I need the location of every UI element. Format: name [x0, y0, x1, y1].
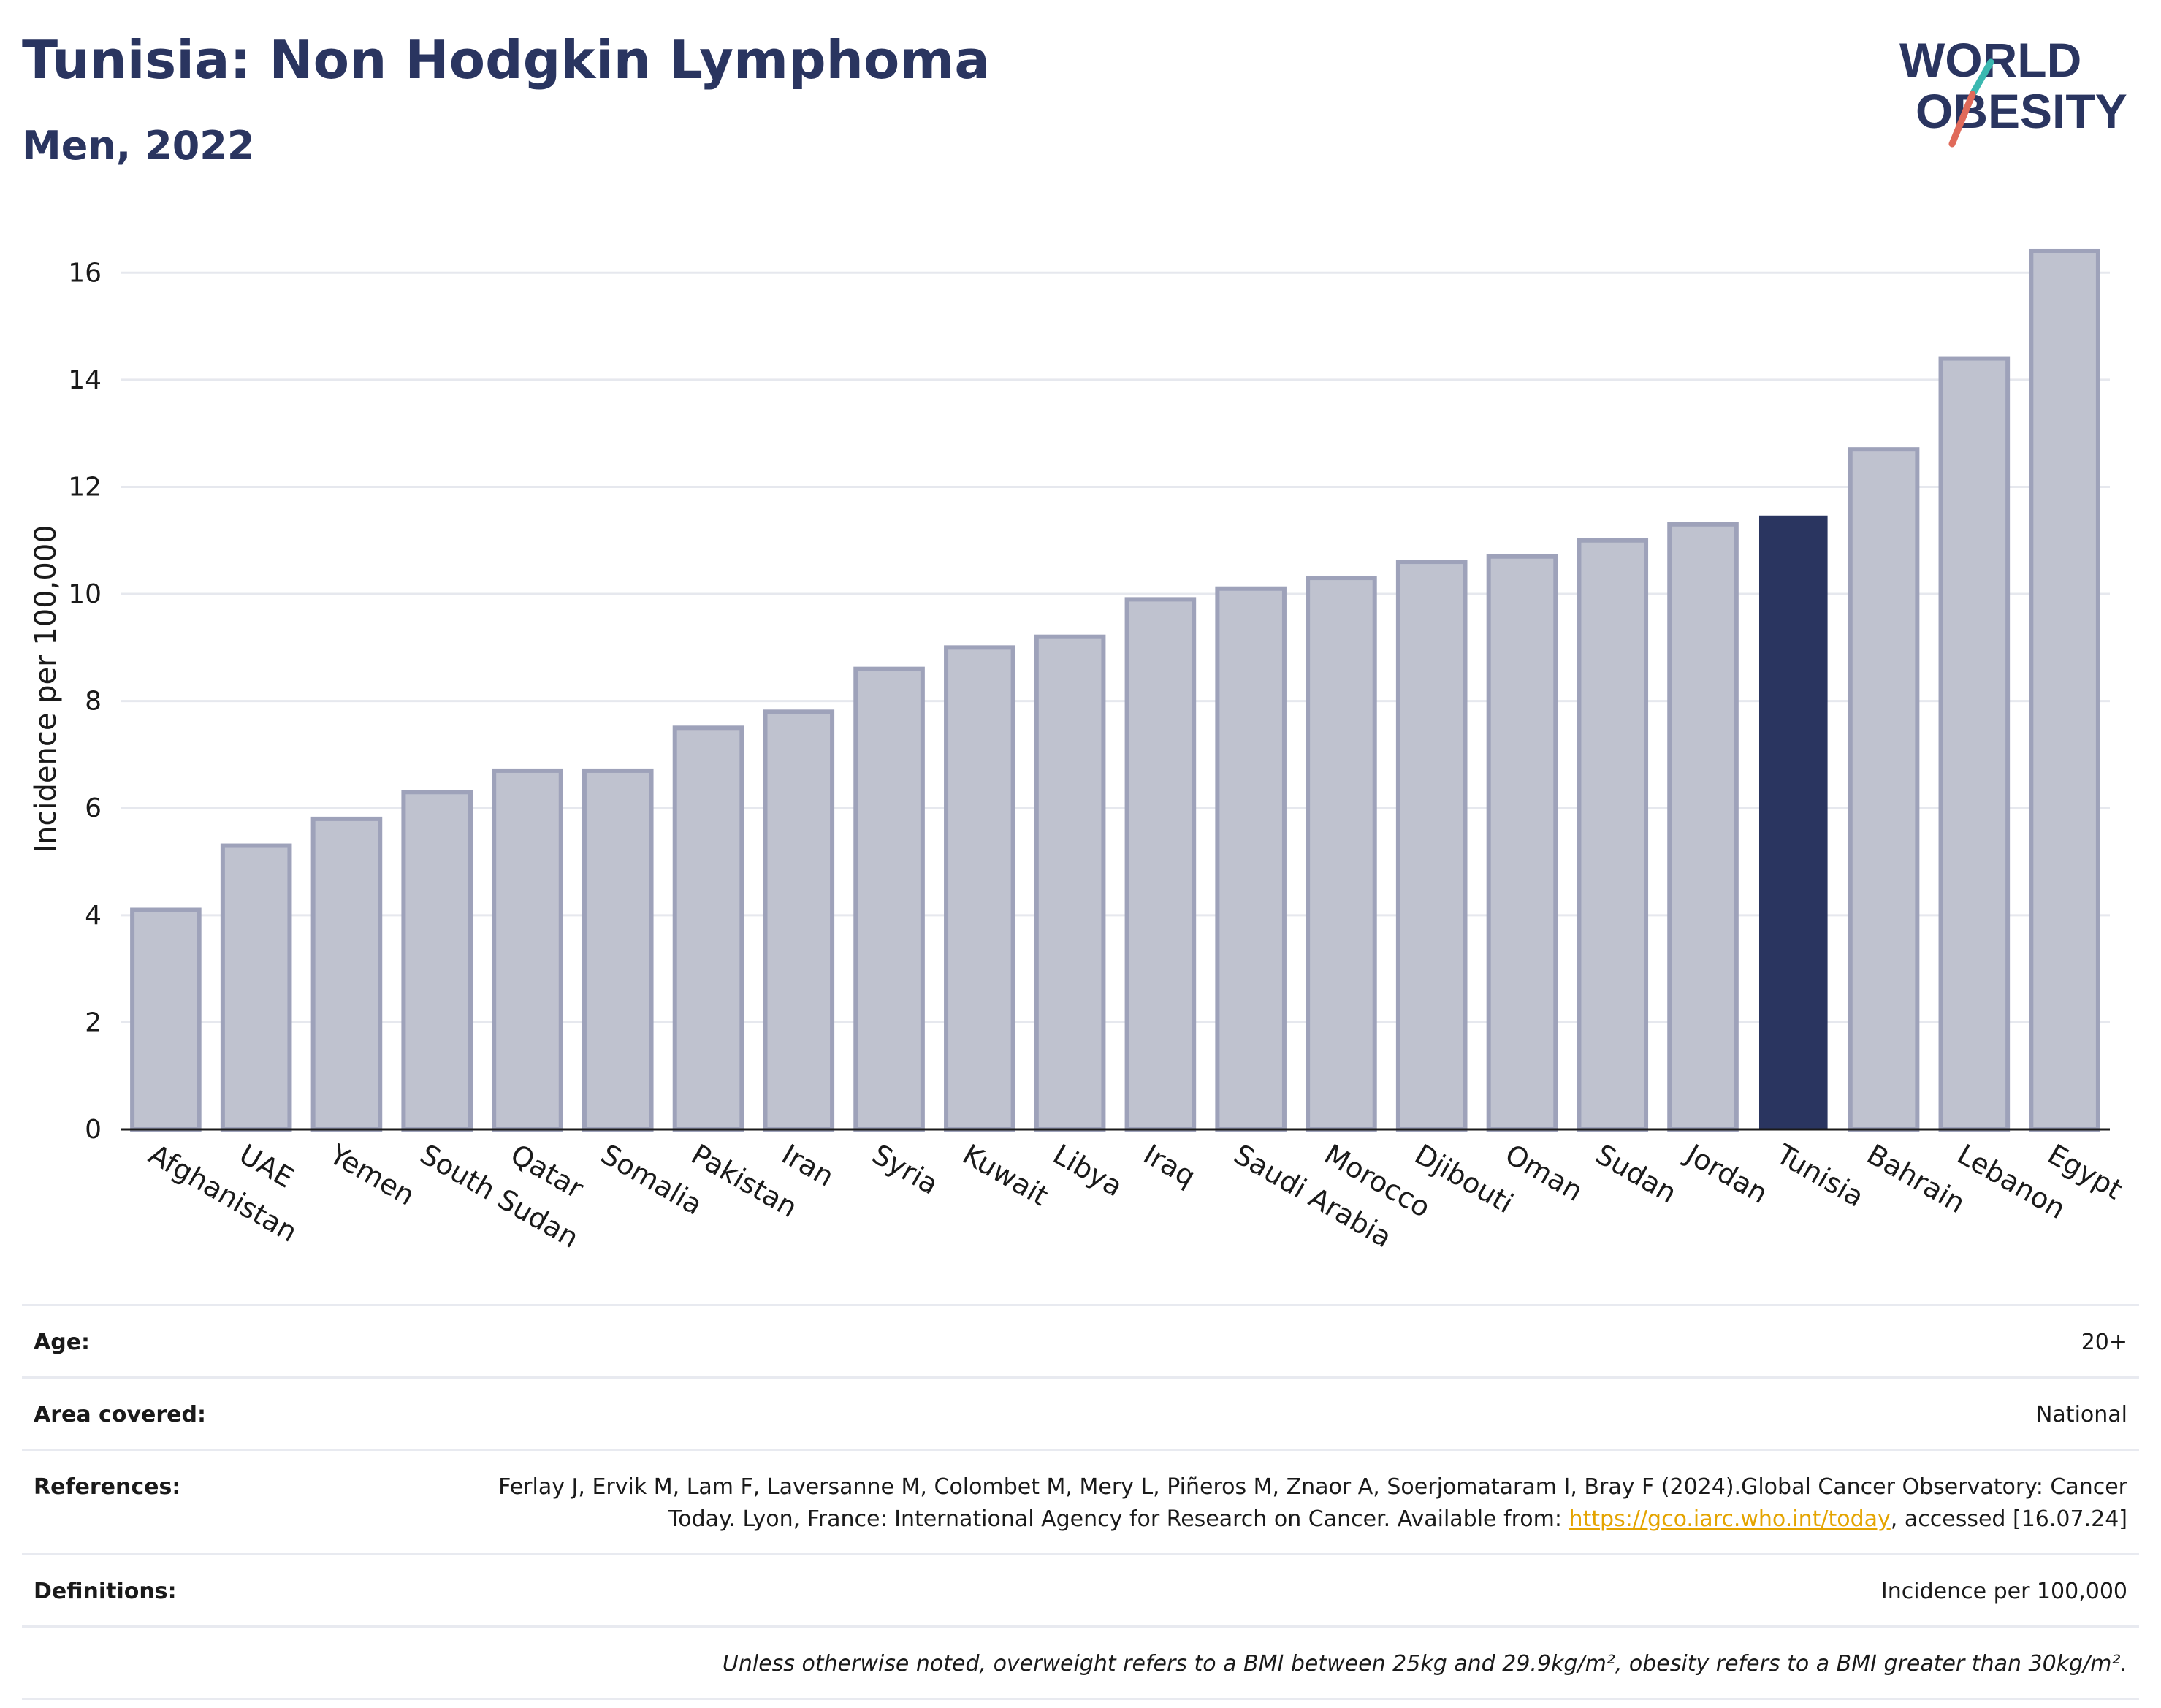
info-table: Age: 20+ Area covered: National Referenc…	[22, 1304, 2139, 1700]
x-tick-label: Somalia	[595, 1138, 708, 1221]
logo-slash-red	[1948, 91, 1976, 148]
info-row-area: Area covered: National	[22, 1376, 2139, 1449]
bar	[1124, 597, 1197, 1132]
y-axis-label: Incidence per 100,000	[29, 525, 63, 853]
bar	[1306, 576, 1377, 1132]
references-text: Ferlay J, Ervik M, Lam F, Laversanne M, …	[498, 1474, 2127, 1532]
y-tick-label: 0	[85, 1115, 102, 1145]
bar	[1215, 586, 1287, 1132]
area-label: Area covered:	[34, 1402, 206, 1427]
x-tick-label: Kuwait	[957, 1138, 1053, 1213]
x-tick-label: Libya	[1048, 1138, 1128, 1203]
y-tick-label: 6	[85, 793, 102, 823]
y-tick-label: 14	[68, 365, 102, 395]
bar	[492, 768, 563, 1132]
bar	[1395, 560, 1468, 1132]
bar	[1034, 634, 1106, 1132]
x-tick-label: Iran	[777, 1138, 839, 1193]
y-tick-label: 16	[68, 258, 102, 288]
info-row-note: Unless otherwise noted, overweight refer…	[22, 1625, 2139, 1700]
y-tick-label: 10	[68, 579, 102, 609]
y-tick-label: 4	[85, 901, 102, 931]
definitions-value: Incidence per 100,000	[1880, 1579, 2127, 1604]
area-value: National	[2035, 1402, 2127, 1427]
references-value: Ferlay J, Ervik M, Lam F, Laversanne M, …	[447, 1471, 2127, 1536]
info-row-references: References: Ferlay J, Ervik M, Lam F, La…	[22, 1449, 2139, 1553]
bar	[2029, 248, 2100, 1132]
info-row-definitions: Definitions: Incidence per 100,000	[22, 1553, 2139, 1625]
y-tick-label: 2	[85, 1007, 102, 1037]
x-tick-label: Yemen	[324, 1137, 420, 1212]
x-tick-label: Sudan	[1590, 1138, 1682, 1210]
x-tick-label: Syria	[867, 1138, 944, 1201]
bar	[944, 645, 1015, 1132]
chart-title: Tunisia: Non Hodgkin Lymphoma	[22, 29, 990, 91]
bmi-note: Unless otherwise noted, overweight refer…	[722, 1651, 2127, 1677]
bar	[853, 666, 925, 1132]
bar	[1667, 522, 1739, 1132]
y-tick-label: 12	[68, 472, 102, 502]
x-tick-label: Iraq	[1138, 1138, 1201, 1193]
logo-word-obesity: OBESITY	[1916, 84, 2127, 138]
logo-slash-teal	[1969, 58, 1994, 98]
x-tick-label: Jordan	[1680, 1137, 1773, 1211]
bar	[220, 843, 292, 1132]
x-tick-label: Bahrain	[1861, 1138, 1970, 1220]
bar	[310, 816, 383, 1132]
bar	[763, 709, 835, 1132]
bar	[1486, 554, 1558, 1132]
world-obesity-logo: WORLD OBESITY	[1899, 33, 2127, 148]
bar	[1577, 538, 1649, 1132]
chart-subtitle: Men, 2022	[22, 123, 255, 169]
age-value: 20+	[2081, 1330, 2127, 1355]
bar	[1938, 356, 2011, 1132]
x-tick-label: Tunisia	[1770, 1137, 1869, 1213]
bar	[1758, 515, 1828, 1130]
y-tick-label: 8	[85, 687, 102, 717]
bar	[672, 725, 744, 1132]
references-tail: , accessed [16.07.24]	[1890, 1506, 2127, 1532]
bar	[1848, 447, 1920, 1132]
references-link[interactable]: https://gco.iarc.who.int/today	[1569, 1506, 1891, 1532]
bar	[582, 768, 654, 1132]
references-label: References:	[34, 1474, 181, 1500]
definitions-label: Definitions:	[34, 1579, 177, 1604]
info-row-age: Age: 20+	[22, 1304, 2139, 1376]
bar	[401, 790, 473, 1132]
bar	[130, 907, 202, 1132]
age-label: Age:	[34, 1330, 91, 1355]
